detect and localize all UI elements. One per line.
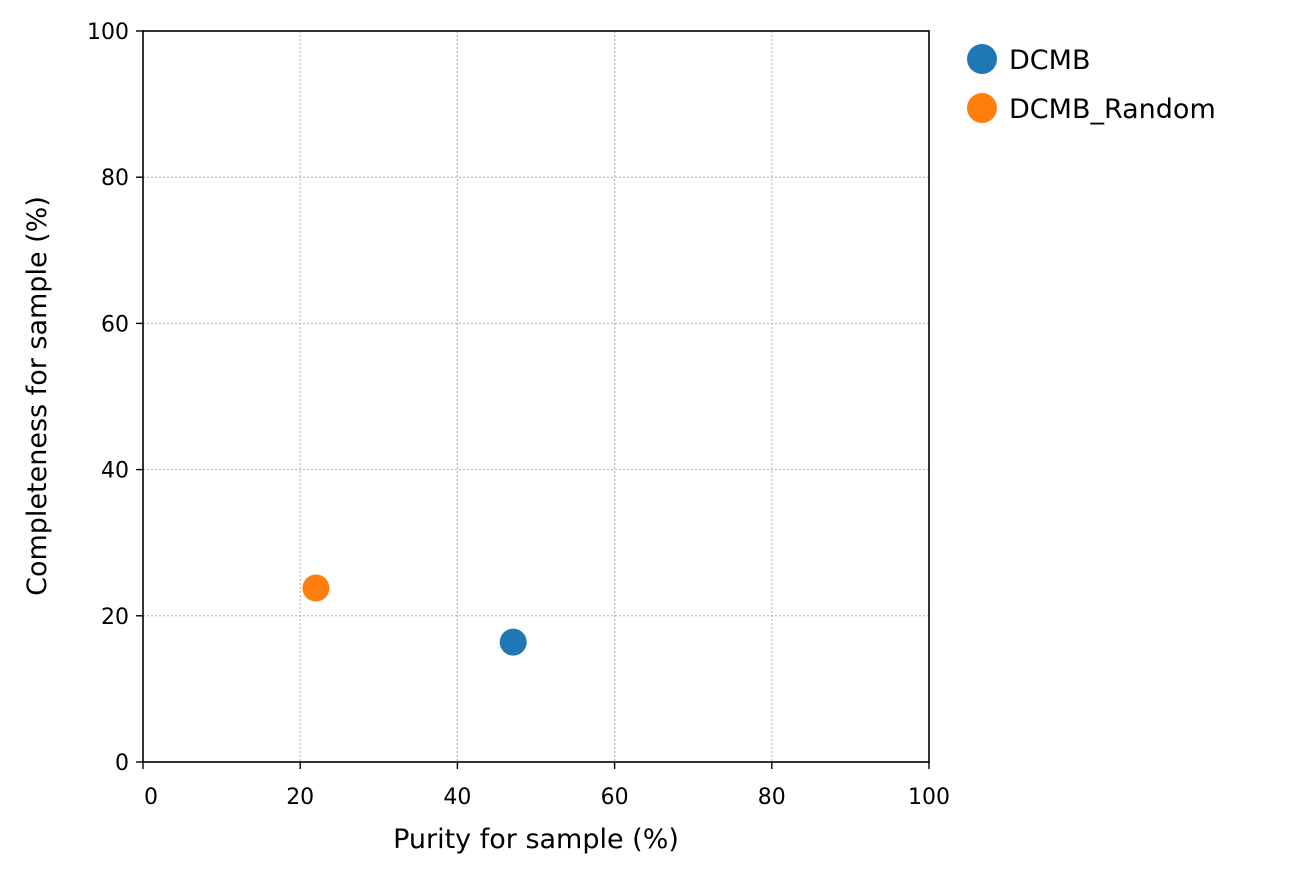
data-point-dcmb: [499, 628, 527, 656]
y-tick-label: 60: [101, 312, 129, 337]
legend-marker-dcmb: [967, 44, 997, 74]
data-points: [302, 574, 527, 656]
data-point-dcmb-random: [302, 574, 330, 602]
legend: DCMB DCMB_Random: [967, 44, 1216, 125]
plot-area-frame: [142, 30, 930, 763]
legend-label: DCMB: [1009, 45, 1090, 76]
y-tick-label: 80: [101, 166, 129, 191]
x-tick-label: 20: [286, 785, 314, 810]
x-axis-label: Purity for sample (%): [393, 824, 679, 855]
y-tick-label: 20: [101, 605, 129, 630]
x-tick-label: 100: [908, 785, 950, 810]
x-tick-label: 40: [443, 785, 471, 810]
legend-label: DCMB_Random: [1009, 94, 1216, 125]
y-axis-label: Completeness for sample (%): [22, 196, 53, 596]
x-tick-label: 80: [758, 785, 786, 810]
x-tick-label: 0: [144, 785, 158, 810]
legend-marker-dcmb-random: [967, 93, 997, 123]
axis-ticks: 0 20 40 60 80 100 0 20 40 60 80 100: [87, 20, 950, 810]
y-tick-label: 40: [101, 459, 129, 484]
y-tick-label: 100: [87, 20, 129, 45]
x-tick-label: 60: [601, 785, 629, 810]
grid-lines: [143, 31, 929, 762]
y-tick-label: 0: [115, 751, 129, 776]
